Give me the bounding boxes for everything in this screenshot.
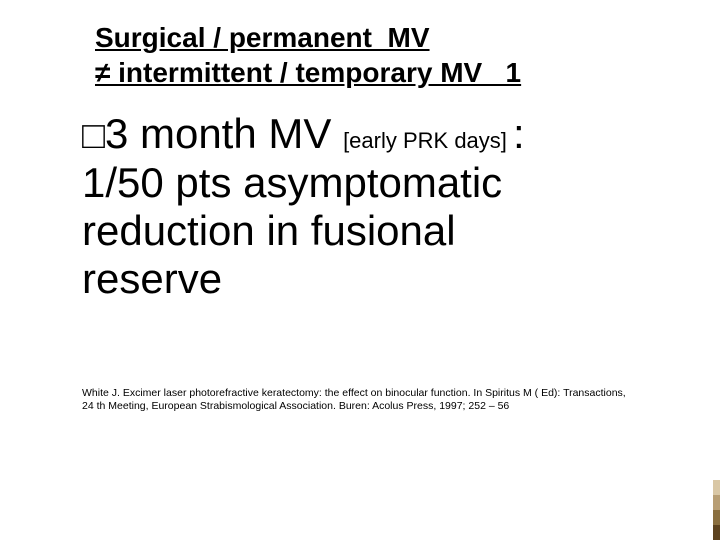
citation-line-2: 24 th Meeting, European Strabismological…	[82, 400, 662, 413]
body-colon: :	[513, 110, 525, 157]
body-line-1: □3 month MV [early PRK days] :	[82, 110, 642, 159]
decor-stripe-2	[713, 495, 720, 510]
body-line-3: reduction in fusional	[82, 207, 642, 255]
decor-stripe-3	[713, 510, 720, 525]
title-line-2: ≠ intermittent / temporary MV 1	[95, 55, 695, 90]
citation-line-1: White J. Excimer laser photorefractive k…	[82, 387, 662, 400]
decor-stripe-4	[713, 525, 720, 540]
bullet-icon: □	[82, 115, 105, 159]
decor-stripe-1	[713, 480, 720, 495]
body-text: □3 month MV [early PRK days] : 1/50 pts …	[82, 110, 642, 304]
slide-title: Surgical / permanent MV ≠ intermittent /…	[95, 20, 695, 90]
title-line-1: Surgical / permanent MV	[95, 20, 695, 55]
body-sub: [early PRK days]	[343, 128, 513, 153]
body-lead: 3 month MV	[105, 110, 343, 157]
citation: White J. Excimer laser photorefractive k…	[82, 387, 662, 413]
body-line-4: reserve	[82, 255, 642, 303]
body-line-2: 1/50 pts asymptomatic	[82, 159, 642, 207]
slide: Surgical / permanent MV ≠ intermittent /…	[0, 0, 720, 540]
